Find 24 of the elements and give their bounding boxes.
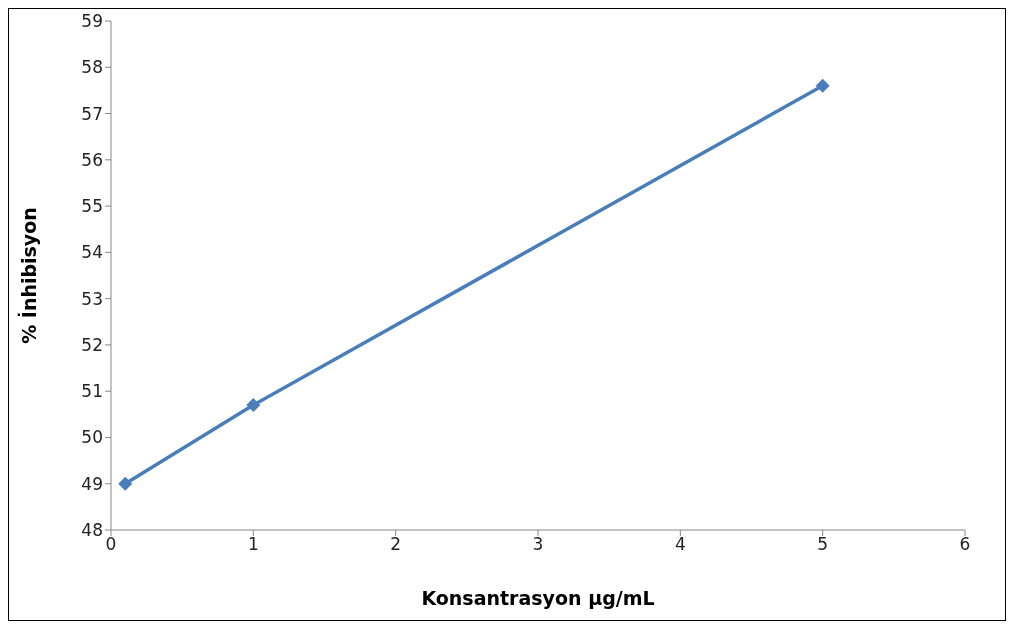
x-tick-label: 4 bbox=[674, 534, 686, 555]
y-tick-label: 49 bbox=[81, 473, 103, 494]
x-tick-label: 5 bbox=[817, 534, 829, 555]
y-tick-label: 58 bbox=[81, 57, 103, 78]
x-tick-label: 6 bbox=[959, 534, 971, 555]
y-tick-label: 54 bbox=[81, 242, 103, 263]
point bbox=[118, 476, 133, 491]
y-tick-label: 57 bbox=[81, 103, 103, 124]
y-tick-label: 50 bbox=[81, 427, 103, 448]
y-axis-title: % İnhibisyon bbox=[16, 207, 40, 344]
y-tick-label: 51 bbox=[81, 381, 103, 402]
x-axis-title: Konsantrasyon µg/mL bbox=[421, 587, 655, 609]
y-tick-label: 56 bbox=[81, 149, 103, 170]
y-tick-label: 59 bbox=[81, 11, 103, 32]
x-tick-label: 3 bbox=[532, 534, 544, 555]
point bbox=[246, 398, 261, 413]
x-tick-label: 2 bbox=[390, 534, 402, 555]
x-tick-label: 0 bbox=[105, 534, 117, 555]
x-tick-label: 1 bbox=[247, 534, 259, 555]
y-tick-label: 55 bbox=[81, 196, 103, 217]
y-tick-label: 52 bbox=[81, 334, 103, 355]
y-tick-label: 53 bbox=[81, 288, 103, 309]
point bbox=[815, 78, 830, 93]
y-tick-label: 48 bbox=[81, 520, 103, 541]
